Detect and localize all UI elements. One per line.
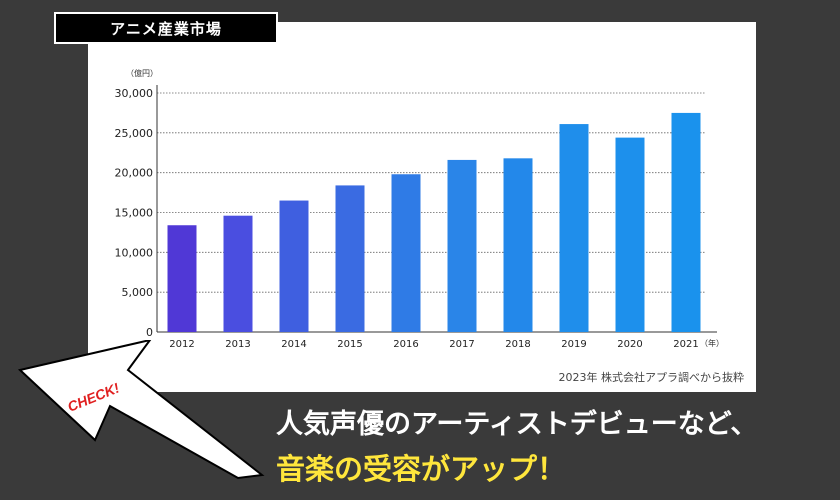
y-tick-label: 10,000	[115, 246, 154, 259]
y-tick-label: 5,000	[122, 286, 154, 299]
x-unit-label: （年）	[700, 338, 724, 348]
x-tick-label: 2016	[393, 339, 418, 350]
source-note: 2023年 株式会社アプラ調べから抜粋	[558, 371, 745, 384]
bar	[279, 200, 309, 332]
bar	[447, 159, 477, 332]
y-tick-label: 15,000	[115, 207, 154, 220]
chart-panel	[88, 22, 756, 392]
headline-line2: 音楽の受容がアップ！	[276, 452, 567, 486]
y-tick-label: 20,000	[115, 167, 154, 180]
check-arrow: CHECK!	[17, 340, 265, 480]
chart-title-tag: アニメ産業市場	[54, 12, 278, 44]
x-tick-label: 2012	[169, 339, 194, 350]
y-tick-label: 30,000	[115, 87, 154, 100]
headline-line1: 人気声優のアーティストデビューなど、	[276, 409, 758, 440]
bar	[671, 112, 701, 333]
bar	[223, 215, 253, 332]
chart-title: アニメ産業市場	[110, 19, 222, 38]
bar	[335, 185, 365, 332]
arrow-shape	[17, 340, 265, 480]
x-tick-label: 2018	[505, 339, 530, 350]
y-unit-label: （億円）	[126, 68, 158, 78]
bar	[559, 124, 589, 332]
y-tick-label: 25,000	[115, 127, 154, 140]
x-tick-label: 2020	[617, 339, 642, 350]
x-tick-label: 2014	[281, 339, 306, 350]
x-tick-label: 2017	[449, 339, 474, 350]
x-tick-label: 2021	[673, 339, 698, 350]
bar	[503, 158, 533, 332]
y-tick-label: 0	[146, 326, 153, 339]
x-tick-label: 2015	[337, 339, 362, 350]
x-tick-label: 2019	[561, 339, 586, 350]
bar	[167, 225, 197, 332]
x-tick-label: 2013	[225, 339, 250, 350]
bar	[391, 174, 421, 332]
bar	[615, 137, 645, 332]
